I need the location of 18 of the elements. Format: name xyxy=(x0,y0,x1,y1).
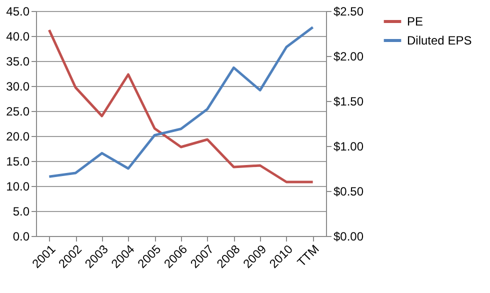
y-tick-label: 0.0 xyxy=(12,230,30,244)
y2-tick-label: $2.00 xyxy=(334,50,364,64)
y-tick-label: 45.0 xyxy=(6,4,30,18)
y-tick-label: 25.0 xyxy=(6,104,30,118)
y-tick-label: 35.0 xyxy=(6,54,30,68)
y-tick-label: 5.0 xyxy=(12,204,30,218)
y-tick-label: 10.0 xyxy=(6,180,30,194)
y2-tick-label: $1.50 xyxy=(334,94,364,108)
y-tick-label: 30.0 xyxy=(6,80,30,94)
legend-label: Diluted EPS xyxy=(407,34,472,48)
y-tick-label: 15.0 xyxy=(6,154,30,168)
y2-tick-label: $1.00 xyxy=(334,140,364,154)
y-tick-label: 40.0 xyxy=(6,30,30,44)
y2-tick-label: $0.00 xyxy=(334,230,364,244)
y-tick-label: 20.0 xyxy=(6,130,30,144)
legend-label: PE xyxy=(407,14,424,28)
y2-tick-label: $0.50 xyxy=(334,184,364,198)
y2-tick-label: $2.50 xyxy=(334,4,364,18)
